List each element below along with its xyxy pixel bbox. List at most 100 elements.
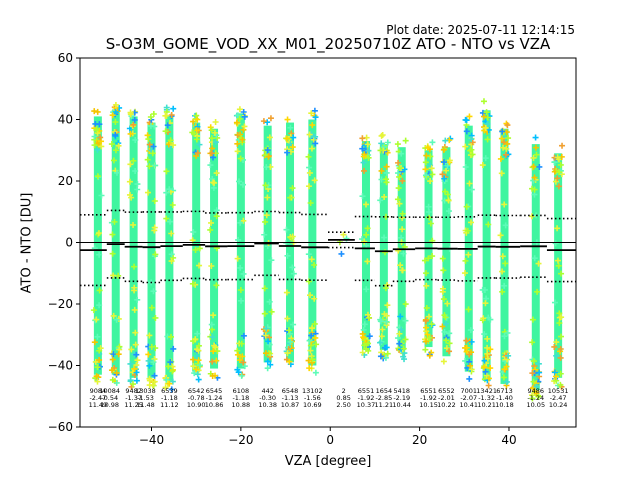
scatter-point [528, 213, 535, 220]
scatter-point [234, 351, 241, 358]
scatter-point [484, 335, 491, 342]
scatter-point [530, 163, 537, 170]
bin-mean-label: -1.37 [125, 394, 142, 402]
scatter-point [266, 134, 273, 141]
scatter-point [166, 380, 173, 387]
scatter-point [208, 135, 215, 142]
scatter-point [557, 161, 564, 168]
scatter-point [262, 151, 269, 158]
scatter-point [312, 369, 319, 376]
scatter-point [555, 183, 562, 190]
scatter-point [482, 300, 489, 307]
scatter-point [210, 184, 217, 191]
scatter-point [377, 339, 384, 346]
scatter-point [96, 251, 103, 258]
scatter-point [361, 238, 368, 245]
scatter-point [92, 120, 99, 127]
scatter-point [151, 197, 158, 204]
scatter-point [261, 285, 268, 292]
scatter-point [133, 369, 140, 376]
scatter-point [360, 334, 367, 341]
scatter-point [379, 132, 386, 139]
scatter-core-band [531, 144, 540, 391]
scatter-point [207, 226, 214, 233]
scatter-point [424, 144, 431, 151]
scatter-point [530, 358, 537, 365]
scatter-point [131, 284, 138, 291]
scatter-point [290, 270, 297, 277]
scatter-point [93, 316, 100, 323]
scatter-point [422, 166, 429, 173]
bin-count-label: 6108 [233, 387, 250, 395]
scatter-point [193, 112, 200, 119]
scatter-point [499, 253, 506, 260]
scatter-point [306, 365, 313, 372]
scatter-point [145, 357, 152, 364]
scatter-point [213, 207, 220, 214]
scatter-point [190, 363, 197, 370]
scatter-point [240, 270, 247, 277]
scatter-point [503, 378, 510, 385]
scatter-point [427, 153, 434, 160]
bin-count-label: 13102 [302, 387, 323, 395]
scatter-point [529, 370, 536, 377]
scatter-point [363, 242, 370, 249]
scatter-point [170, 142, 177, 149]
scatter-point [503, 145, 510, 152]
scatter-point [162, 128, 169, 135]
scatter-point [163, 215, 170, 222]
scatter-point [383, 176, 390, 183]
scatter-point [113, 169, 120, 176]
bin-std-label: 10.22 [437, 401, 456, 409]
scatter-point [97, 134, 104, 141]
scatter-point [462, 163, 469, 170]
scatter-point [262, 218, 269, 225]
scatter-point [400, 345, 407, 352]
scatter-point [366, 333, 373, 340]
scatter-point [446, 330, 453, 337]
scatter-point [463, 337, 470, 344]
scatter-point [145, 136, 152, 143]
scatter-point [365, 347, 372, 354]
scatter-point [166, 186, 173, 193]
scatter-point [480, 315, 487, 322]
scatter-point [264, 119, 271, 126]
scatter-point [440, 358, 447, 365]
scatter-point [194, 116, 201, 123]
bin-mean-label: -1.92 [358, 394, 375, 402]
scatter-point [483, 109, 490, 116]
scatter-point [464, 227, 471, 234]
scatter-point [467, 362, 474, 369]
scatter-point [530, 154, 537, 161]
scatter-point [500, 139, 507, 146]
scatter-point [557, 354, 564, 361]
scatter-point [239, 353, 246, 360]
scatter-point [444, 300, 451, 307]
scatter-point [311, 320, 318, 327]
scatter-point [305, 357, 312, 364]
scatter-point [554, 154, 561, 161]
bin-mean-label: -2.47 [89, 394, 106, 402]
scatter-point [91, 339, 98, 346]
scatter-point [469, 151, 476, 158]
scatter-point [402, 137, 409, 144]
scatter-point [134, 357, 141, 364]
scatter-point [529, 395, 536, 402]
scatter-point [529, 316, 536, 323]
scatter-point [484, 120, 491, 127]
scatter-point [98, 192, 105, 199]
scatter-point [378, 167, 385, 174]
scatter-point [468, 136, 475, 143]
scatter-point [402, 301, 409, 308]
scatter-point [233, 119, 240, 126]
scatter-point [290, 321, 297, 328]
scatter-point [150, 143, 157, 150]
scatter-point [309, 356, 316, 363]
scatter-point [359, 193, 366, 200]
